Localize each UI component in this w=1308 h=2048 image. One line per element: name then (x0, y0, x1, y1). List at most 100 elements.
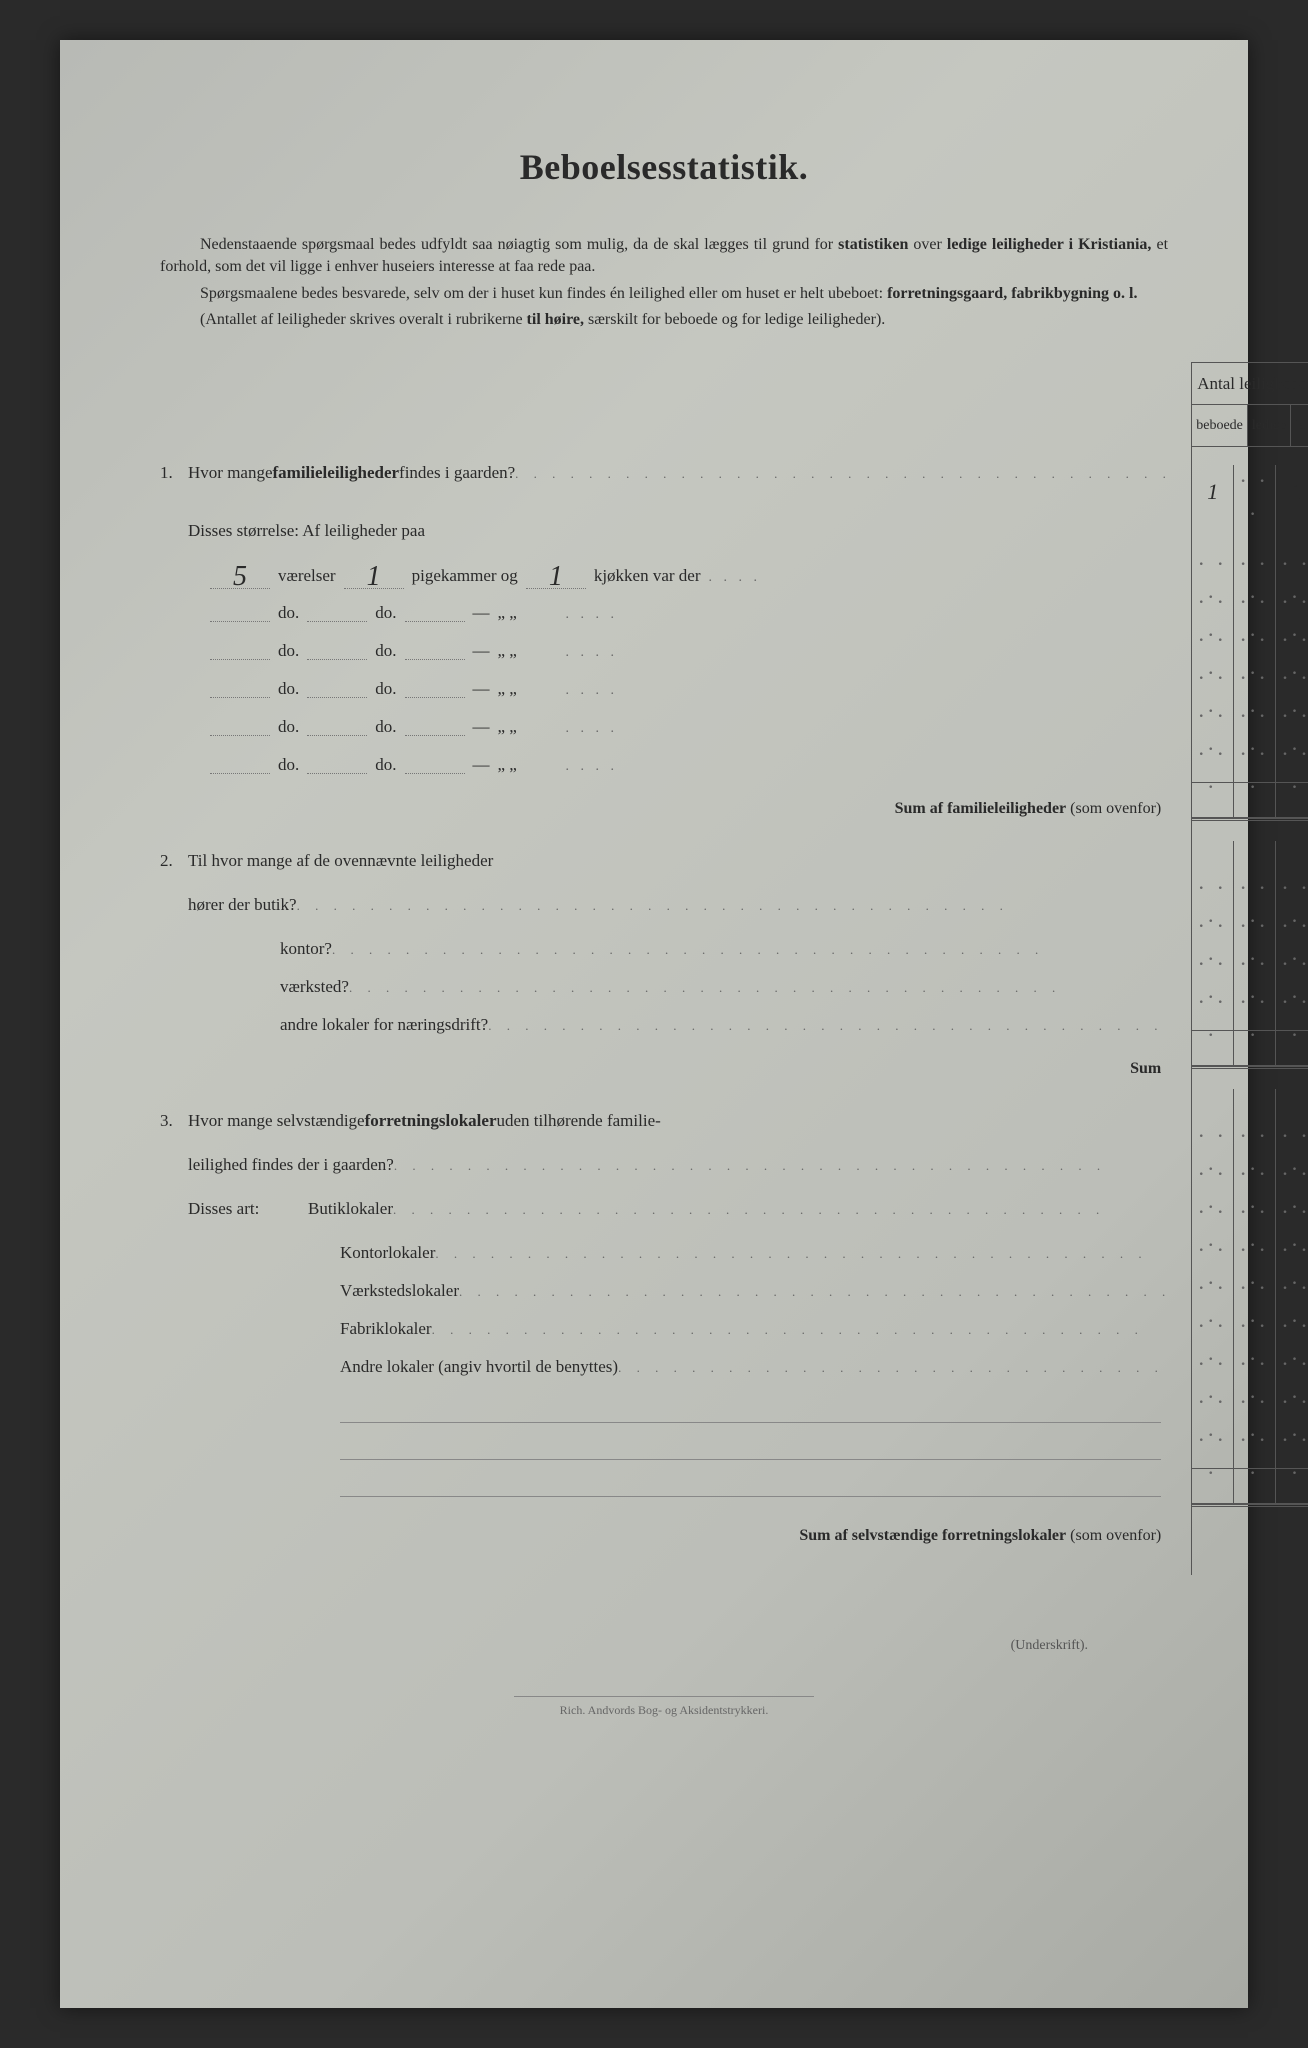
intro-p1c: over (908, 236, 947, 253)
do-label: do. (375, 600, 396, 626)
q3-number: 3. (160, 1108, 188, 1134)
q1-size-row-5: do. do. — „ „ . . . . (160, 714, 1171, 752)
leader-dots (515, 464, 1171, 484)
ditto-marks: „ „ (498, 752, 558, 778)
q1-text-c: findes i gaarden? (399, 460, 515, 486)
q3-art-label: Disses art: (188, 1196, 308, 1222)
intro-p1b: statistiken (838, 236, 908, 253)
q3-fabrik: Fabriklokaler (160, 1316, 1171, 1354)
q2-sum: Sum (160, 1050, 1171, 1088)
q1-size-row-2: do. do. — „ „ . . . . (160, 600, 1171, 638)
do-label: do. (375, 638, 396, 664)
q3-sum: Sum af selvstændige forretningslokaler (… (160, 1517, 1171, 1555)
blank-line-2 (340, 1459, 1161, 1460)
q1-size-row-3: do. do. — „ „ . . . . (160, 638, 1171, 676)
do-label: do. (375, 676, 396, 702)
trailing-dots: . . . . (566, 604, 619, 625)
blank-line-3 (340, 1496, 1161, 1497)
leader-dots (618, 1358, 1171, 1378)
do-label: do. (278, 714, 299, 740)
intro-p3b: til høire, (527, 311, 584, 328)
q1-ans-beboede: 1 (1192, 465, 1234, 517)
tally-table: Antal leiligheder beboede ledige ialt 1 … (1191, 362, 1308, 1575)
q1-size-row-4: do. do. — „ „ . . . . (160, 676, 1171, 714)
q2-number: 2. (160, 848, 188, 874)
do-label: do. (375, 714, 396, 740)
q1-size-row-1: 5 værelser 1 pigekammer og 1 kjøkken var… (160, 562, 1171, 600)
do-label: do. (278, 638, 299, 664)
q1-number: 1. (160, 460, 188, 486)
q2-vaerksted: værksted? (160, 974, 1171, 1012)
leader-dots (297, 896, 1172, 916)
intro-p3c: særskilt for beboede og for ledige leili… (584, 311, 885, 328)
leader-dots (432, 1320, 1172, 1340)
col-ledige: ledige (1248, 405, 1291, 446)
q1-text-b: familieleiligheder (273, 460, 400, 486)
q3-butik: Butiklokaler (308, 1196, 393, 1222)
tally-q3-sum (1192, 1469, 1308, 1507)
dash-label: — (473, 600, 490, 626)
dash-label: — (473, 638, 490, 664)
tally-row: . . .. . .. . . (1192, 745, 1308, 783)
leader-dots (394, 1156, 1171, 1176)
tally-q2-sum (1192, 1031, 1308, 1069)
trailing-dots: . . . . (566, 642, 619, 663)
tally-header-main: Antal leiligheder (1192, 362, 1308, 406)
q1-pigekammer-label: pigekammer og (412, 563, 518, 589)
intro-p1a: Nedenstaaende spørgsmaal bedes udfyldt s… (200, 236, 838, 253)
leader-dots (459, 1282, 1171, 1302)
col-beboede: beboede (1192, 405, 1248, 446)
leader-dots (349, 978, 1171, 998)
page-title: Beboelsesstatistik. (160, 140, 1168, 194)
cell-dots: . . . (1234, 465, 1276, 517)
trailing-dots: . . . . (709, 567, 762, 588)
tally-subheader: beboede ledige ialt (1192, 405, 1308, 447)
trailing-dots: . . . . (566, 718, 619, 739)
q3-vaerksted: Værkstedslokaler (160, 1278, 1171, 1316)
dash-label: — (473, 752, 490, 778)
question-2: 2. Til hvor mange af de ovennævnte leili… (160, 848, 1171, 1088)
q2-kontor: kontor? (160, 936, 1171, 974)
dash-label: — (473, 714, 490, 740)
leader-dots (393, 1200, 1171, 1220)
leader-dots (488, 1016, 1171, 1036)
trailing-dots: . . . . (566, 680, 619, 701)
do-label: do. (278, 676, 299, 702)
signature-label: (Underskrift). (160, 1635, 1168, 1656)
ditto-marks: „ „ (498, 600, 558, 626)
do-label: do. (375, 752, 396, 778)
blank-line-1 (340, 1422, 1161, 1423)
intro-p2a: Spørgsmaalene bedes besvarede, selv om d… (200, 285, 887, 302)
q1-vaerelser-label: værelser (278, 563, 336, 589)
q1-sum-line: Sum af familieleiligheder (som ovenfor) (160, 790, 1171, 828)
trailing-dots: . . . . (566, 756, 619, 777)
tally-row: . . .. . .. . . (1192, 1431, 1308, 1469)
q1-kjokken-value: 1 (526, 566, 586, 589)
ditto-marks: „ „ (498, 676, 558, 702)
q1-ans-ialt: 1 (1276, 465, 1308, 517)
do-label: do. (278, 600, 299, 626)
q1-pigekammer-value: 1 (344, 566, 404, 589)
q1-text-a: Hvor mange (188, 460, 273, 486)
leader-dots (332, 940, 1171, 960)
scanned-form-page: Beboelsesstatistik. Nedenstaaende spørgs… (60, 40, 1248, 2008)
intro-p3a: (Antallet af leiligheder skrives overalt… (200, 311, 527, 328)
q1-vaerelser-value: 5 (210, 566, 270, 589)
questions-column: 1. Hvor mange familieleiligheder findes … (160, 362, 1191, 1575)
q1-kjokken-label: kjøkken var der (594, 563, 701, 589)
intro-p1d: ledige leiligheder i Kristiania, (947, 236, 1152, 253)
q1-size-row-6: do. do. — „ „ . . . . (160, 752, 1171, 790)
question-3: 3. Hvor mange selvstændige forretningslo… (160, 1108, 1171, 1555)
dash-label: — (473, 676, 490, 702)
leader-dots (435, 1244, 1171, 1264)
printer-credit: Rich. Andvords Bog- og Aksidentstrykkeri… (514, 1696, 814, 1719)
do-label: do. (278, 752, 299, 778)
q3-kontor: Kontorlokaler (160, 1240, 1171, 1278)
q1-sub: Disses størrelse: Af leiligheder paa (188, 518, 425, 544)
tally-q1-main: 1 . . . 1 (1192, 465, 1308, 517)
q2-line2: hører der butik? (188, 892, 297, 918)
q3-andre: Andre lokaler (angiv hvortil de benyttes… (160, 1354, 1171, 1392)
question-1: 1. Hvor mange familieleiligheder findes … (160, 460, 1171, 828)
form-body: 1. Hvor mange familieleiligheder findes … (160, 362, 1168, 1575)
intro-p2b: forretningsgaard, fabrikbygning o. l. (887, 285, 1137, 302)
